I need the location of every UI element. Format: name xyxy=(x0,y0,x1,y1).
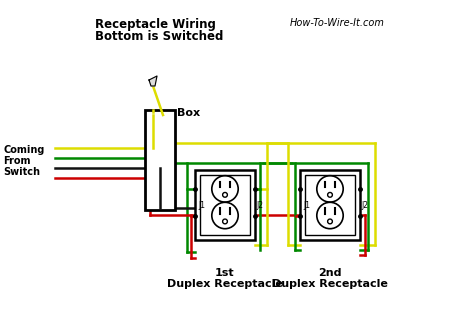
Polygon shape xyxy=(149,76,157,86)
Text: Switch: Switch xyxy=(3,167,40,177)
Bar xyxy=(300,170,360,240)
Text: Coming: Coming xyxy=(3,145,44,155)
Text: Duplex Receptacle: Duplex Receptacle xyxy=(272,279,388,289)
Bar xyxy=(200,175,250,235)
Text: J2: J2 xyxy=(256,200,263,210)
Text: J1: J1 xyxy=(198,200,205,210)
Bar xyxy=(305,175,355,235)
Text: J2: J2 xyxy=(361,200,368,210)
Text: How-To-Wire-It.com: How-To-Wire-It.com xyxy=(290,18,385,28)
Text: From: From xyxy=(3,156,30,166)
Text: Receptacle Wiring: Receptacle Wiring xyxy=(95,18,216,31)
Text: Box: Box xyxy=(177,108,200,118)
Text: 2nd: 2nd xyxy=(318,268,342,278)
Text: Duplex Receptacle: Duplex Receptacle xyxy=(167,279,283,289)
Text: Bottom is Switched: Bottom is Switched xyxy=(95,30,223,43)
Text: 1st: 1st xyxy=(215,268,235,278)
Bar xyxy=(195,170,255,240)
Text: J1: J1 xyxy=(303,200,310,210)
Bar xyxy=(145,110,175,210)
